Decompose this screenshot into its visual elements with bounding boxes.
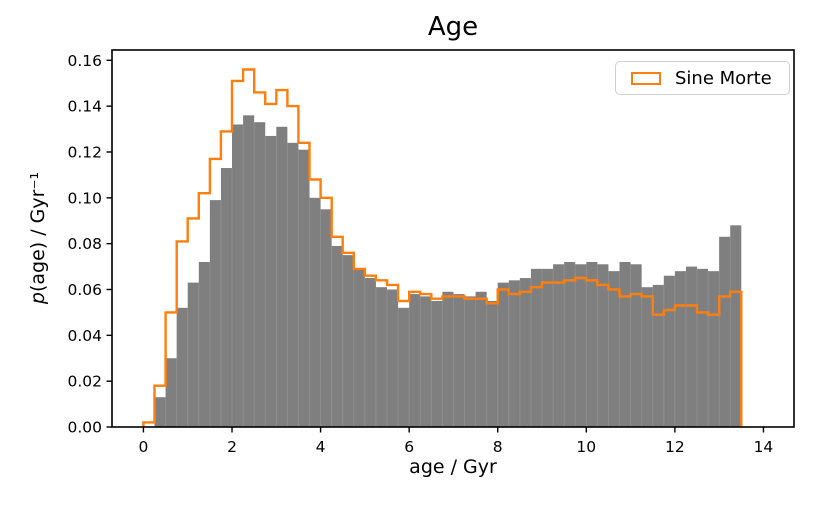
hist-bar: [464, 296, 476, 427]
hist-bar: [630, 264, 642, 427]
hist-bar: [685, 266, 698, 427]
hist-bar: [608, 271, 620, 427]
hist-bar: [553, 264, 565, 427]
hist-bar: [519, 278, 531, 427]
y-axis-label-italic-p: p: [27, 292, 49, 305]
hist-bar: [398, 307, 410, 427]
hist-bar: [619, 261, 631, 427]
hist-bar: [508, 280, 520, 427]
hist-bar: [187, 282, 199, 427]
hist-bar: [475, 291, 487, 427]
hist-bar: [697, 268, 709, 427]
hist-bar: [320, 209, 332, 427]
hist-bar: [154, 397, 166, 427]
y-tick-label: 0.16: [67, 52, 102, 70]
hist-bar: [243, 115, 255, 428]
y-tick-label: 0.02: [67, 373, 102, 391]
legend-label-sine-morte: Sine Morte: [675, 67, 772, 89]
y-tick-label: 0.00: [67, 419, 102, 437]
hist-bar: [287, 142, 299, 427]
hist-bar: [486, 300, 498, 427]
hist-bar: [232, 124, 244, 428]
hist-bar: [420, 296, 432, 427]
legend-swatch-sine-morte-icon: [631, 71, 661, 85]
hist-bar: [265, 135, 277, 427]
y-tick-label: 0.08: [67, 235, 102, 253]
hist-bar: [298, 149, 310, 428]
axes-spines: [111, 49, 795, 428]
hist-bar: [431, 300, 443, 427]
hist-bar: [198, 261, 210, 427]
hist-bar: [364, 278, 376, 427]
hist-bar: [409, 294, 421, 427]
hist-bar: [353, 268, 365, 427]
y-tick-label: 0.06: [67, 281, 102, 299]
hist-bar: [641, 287, 653, 427]
hist-bar: [663, 275, 675, 427]
sine-morte-step-line: [142, 68, 743, 427]
y-tick-label: 0.04: [67, 327, 102, 345]
y-tick-label: 0.14: [67, 98, 102, 116]
x-axis-label: age / Gyr: [409, 456, 497, 478]
x-tick-label: 12: [665, 438, 685, 456]
hist-bar: [254, 122, 266, 427]
hist-bar: [209, 200, 221, 427]
legend-box: Sine Morte: [615, 61, 790, 95]
hist-bar: [309, 197, 321, 427]
hist-bar: [375, 287, 388, 427]
hist-bar: [442, 291, 454, 427]
hist-bar: [342, 255, 354, 427]
hist-bar: [276, 126, 288, 427]
y-axis-label-rest: (age) / Gyr⁻¹: [27, 171, 49, 293]
x-tick-label: 14: [754, 438, 774, 456]
hist-bar: [719, 236, 731, 427]
hist-bar: [530, 268, 543, 427]
hist-bar: [575, 264, 587, 427]
hist-bar: [730, 225, 742, 427]
hist-bar: [597, 264, 609, 427]
hist-bar: [497, 282, 509, 427]
hist-bar: [542, 268, 554, 427]
hist-bar: [387, 289, 399, 427]
hist-bar: [708, 271, 720, 427]
hist-bar: [652, 284, 664, 427]
y-tick-label: 0.12: [67, 143, 102, 161]
x-tick-label: 4: [316, 438, 326, 456]
hist-bar: [331, 245, 343, 427]
chart-title: Age: [427, 12, 479, 42]
hist-bar: [453, 294, 465, 427]
x-tick-label: 8: [493, 438, 503, 456]
x-tick-label: 6: [404, 438, 414, 456]
y-tick-label: 0.10: [67, 189, 102, 207]
hist-bar: [674, 271, 686, 427]
hist-bar: [564, 261, 576, 427]
hist-bar: [165, 358, 177, 427]
hist-bar: [176, 307, 188, 427]
y-axis-label: p(age) / Gyr⁻¹: [27, 172, 49, 304]
hist-bar: [220, 168, 233, 428]
x-tick-label: 0: [139, 438, 149, 456]
x-tick-label: 2: [227, 438, 237, 456]
x-tick-label: 10: [576, 438, 596, 456]
hist-bar: [586, 261, 598, 427]
